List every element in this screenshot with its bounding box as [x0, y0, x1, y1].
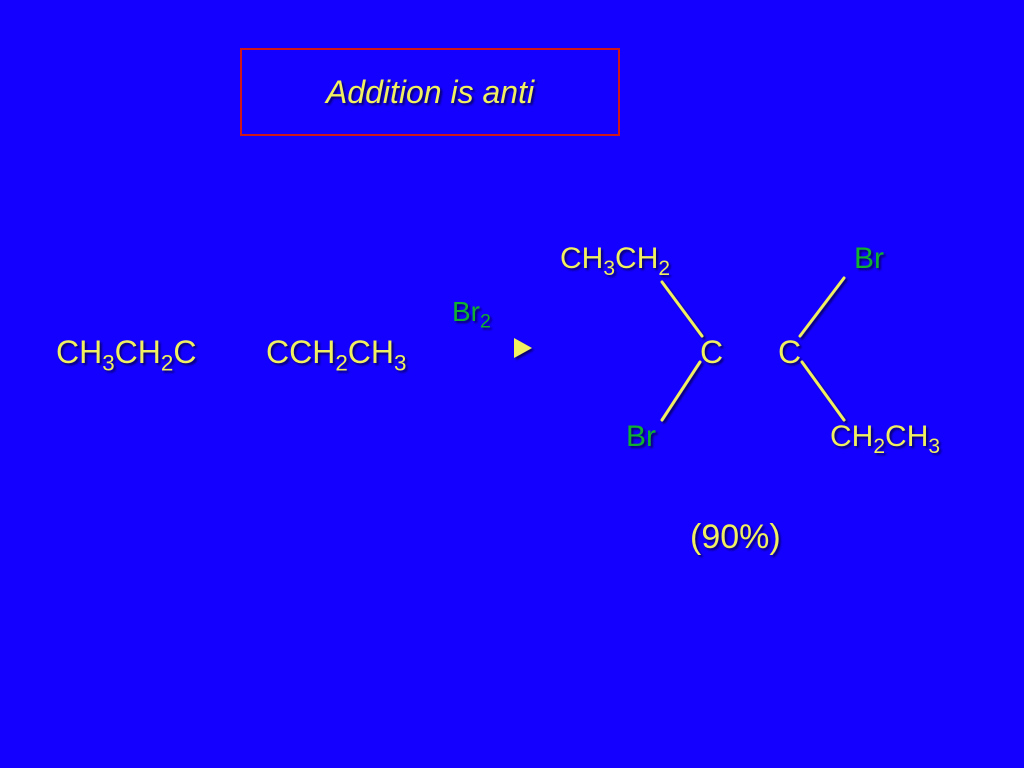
yield-label: (90%) — [690, 518, 781, 557]
title-box: Addition is anti — [240, 48, 620, 136]
product-subst-bot-left: Br — [626, 420, 656, 454]
product-c-left: C — [700, 334, 723, 371]
reagent-label: Br2 — [452, 296, 491, 328]
reactant-right-group: CCH2CH3 — [266, 334, 406, 371]
subst-bond-3 — [802, 362, 844, 420]
product-c-right: C — [778, 334, 801, 371]
subst-bond-2 — [800, 278, 844, 336]
reactant-left-group: CH3CH2C — [56, 334, 196, 371]
slide: Addition is anti CH3CH2C CCH2CH3 Br2 C C… — [0, 0, 1024, 768]
product-subst-top-left: CH3CH2 — [560, 242, 670, 276]
subst-bond-0 — [662, 282, 702, 336]
reaction-arrow-head — [514, 338, 532, 358]
product-subst-bot-right: CH2CH3 — [830, 420, 940, 454]
title-text: Addition is anti — [326, 74, 534, 111]
subst-bond-1 — [662, 362, 700, 420]
product-subst-top-right: Br — [854, 242, 884, 276]
